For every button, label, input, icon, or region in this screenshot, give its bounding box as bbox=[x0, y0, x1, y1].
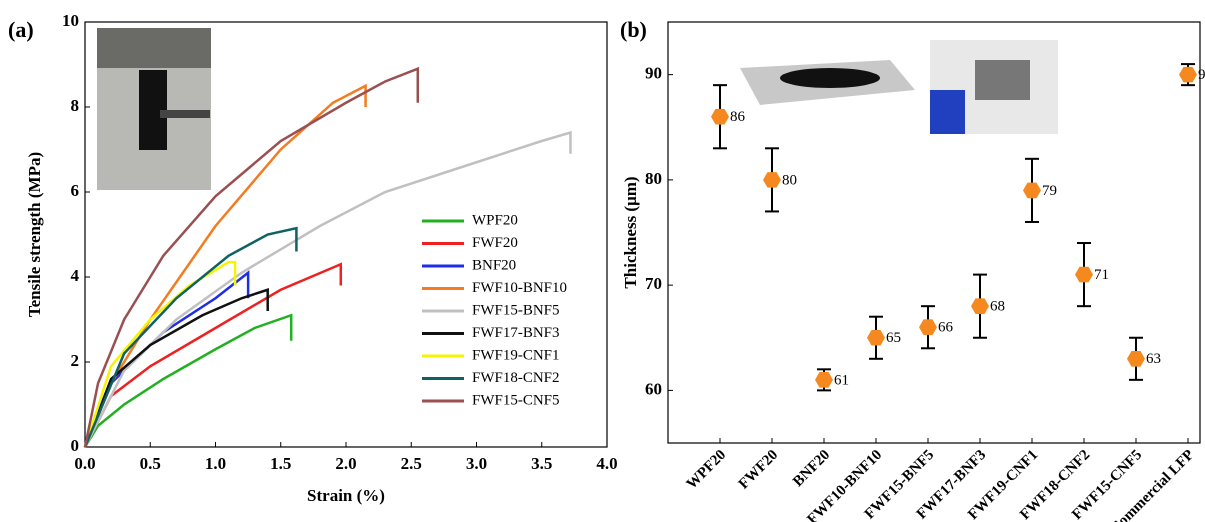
value-label: 66 bbox=[938, 320, 954, 336]
value-label: 68 bbox=[990, 299, 1005, 315]
point bbox=[919, 319, 937, 336]
point bbox=[1179, 66, 1197, 83]
legend-label: WPF20 bbox=[472, 212, 518, 228]
x-tick-label: 3.0 bbox=[466, 454, 487, 473]
point bbox=[763, 172, 781, 188]
y-tick-label: 6 bbox=[71, 181, 80, 200]
y-tick-label: 8 bbox=[71, 96, 80, 115]
x-tick-label: 1.0 bbox=[205, 454, 226, 473]
x-tick-label: 3.5 bbox=[531, 454, 552, 473]
point bbox=[1127, 351, 1145, 367]
x-tick-label: 2.5 bbox=[401, 454, 422, 473]
point bbox=[1023, 182, 1041, 199]
legend-label: FWF20 bbox=[472, 235, 518, 251]
x-tick-label: WPF20 bbox=[684, 447, 729, 492]
value-label: 80 bbox=[782, 172, 797, 188]
panel-label: (b) bbox=[620, 17, 647, 42]
x-axis-label: Strain (%) bbox=[307, 486, 385, 505]
x-tick-label: FWF20 bbox=[736, 447, 781, 492]
value-label: 90 bbox=[1198, 67, 1205, 83]
series-line bbox=[83, 270, 250, 448]
legend-label: FWF19-CNF1 bbox=[472, 347, 560, 363]
value-label: 86 bbox=[730, 109, 746, 125]
x-tick-label: 0.5 bbox=[140, 454, 161, 473]
series-line bbox=[83, 288, 269, 448]
inset-photo-b1 bbox=[740, 60, 915, 105]
y-tick-label: 4 bbox=[71, 266, 80, 285]
point bbox=[971, 298, 989, 314]
x-tick-label: 2.0 bbox=[335, 454, 356, 473]
point bbox=[867, 329, 885, 346]
value-label: 61 bbox=[834, 372, 849, 388]
y-tick-label: 0 bbox=[71, 436, 80, 455]
y-axis-label: Tensile strength (MPa) bbox=[25, 152, 44, 317]
x-tick-label: 1.5 bbox=[270, 454, 291, 473]
value-label: 71 bbox=[1094, 267, 1109, 283]
y-axis-label: Thickness (μm) bbox=[621, 176, 640, 288]
legend-label: FWF15-BNF5 bbox=[472, 302, 560, 318]
legend-label: FWF17-BNF3 bbox=[472, 325, 560, 341]
y-tick-label: 60 bbox=[645, 379, 662, 398]
x-tick-label: 0.0 bbox=[74, 454, 95, 473]
legend-label: FWF10-BNF10 bbox=[472, 280, 567, 296]
value-label: 63 bbox=[1146, 351, 1161, 367]
x-tick-label: BNF20 bbox=[790, 447, 833, 490]
point bbox=[815, 372, 833, 388]
panel-label: (a) bbox=[8, 17, 34, 42]
value-label: 79 bbox=[1042, 183, 1057, 199]
x-tick-label: Commercial LFP bbox=[1107, 447, 1197, 522]
inset-photo-a bbox=[97, 28, 211, 190]
y-tick-label: 70 bbox=[645, 274, 662, 293]
value-label: 65 bbox=[886, 330, 901, 346]
series-line bbox=[83, 66, 420, 448]
y-tick-label: 90 bbox=[645, 64, 662, 83]
point bbox=[711, 108, 729, 125]
plot-frame-b bbox=[667, 21, 1201, 444]
series-line bbox=[83, 313, 293, 448]
legend-label: FWF15-CNF5 bbox=[472, 392, 560, 408]
point bbox=[1075, 266, 1093, 283]
y-tick-label: 2 bbox=[71, 351, 80, 370]
legend-label: FWF18-CNF2 bbox=[472, 370, 560, 386]
y-tick-label: 80 bbox=[645, 169, 662, 188]
series-line bbox=[83, 226, 298, 448]
series-line bbox=[83, 260, 237, 448]
inset-photo-b2 bbox=[930, 40, 1058, 134]
legend-label: BNF20 bbox=[472, 257, 516, 273]
y-tick-label: 10 bbox=[62, 11, 79, 30]
x-tick-label: 4.0 bbox=[596, 454, 617, 473]
